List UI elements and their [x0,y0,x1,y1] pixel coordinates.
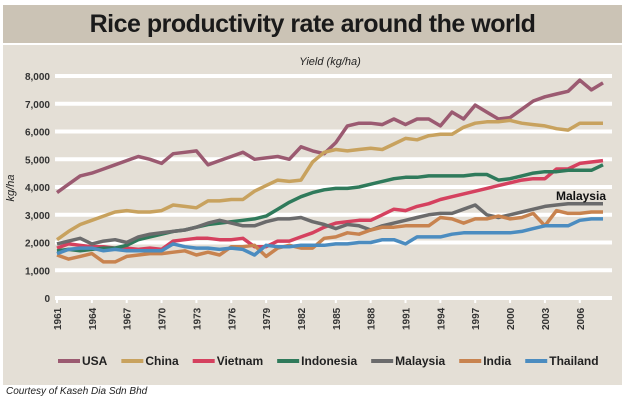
x-tick-label: 2000 [506,307,517,330]
x-tick-label: 1991 [402,307,413,330]
x-tick-label: 2003 [541,307,552,330]
y-tick-label: 0 [44,294,50,305]
title-band: Rice productivity rate around the world [3,5,622,43]
x-tick-label: 1967 [123,307,134,330]
x-tick-label: 1988 [367,307,378,330]
series-line-malaysia [56,201,603,246]
legend-label-malaysia: Malaysia [395,354,445,368]
chart-title: Rice productivity rate around the world [89,9,536,38]
x-tick-label: 1973 [192,307,203,330]
legend-label-usa: USA [82,354,108,368]
legend-label-indonesia: Indonesia [301,354,357,368]
y-axis-label: kg/ha [5,175,17,202]
malaysia-annotation: Malaysia [556,189,606,203]
y-tick-label: 6,000 [25,128,50,139]
y-tick-label: 8,000 [25,72,50,83]
y-tick-label: 3,000 [25,211,50,222]
y-tick-label: 1,000 [25,266,50,277]
chart-subtitle: Yield (kg/ha) [299,56,361,68]
x-tick-label: 2006 [576,307,587,330]
y-tick-label: 2,000 [25,239,50,250]
footer-credit: Courtesy of Kaseh Dia Sdn Bhd [6,386,148,397]
series-line-thailand [56,217,603,257]
x-tick-label: 1970 [158,307,169,330]
series-line-indonesia [56,163,604,253]
x-tick-label: 1961 [53,307,64,330]
y-tick-label: 5,000 [25,155,50,166]
x-tick-label: 1979 [262,307,273,330]
legend-label-india: India [483,354,511,368]
x-tick-label: 1976 [227,307,238,330]
x-tick-label: 1997 [471,307,482,330]
series-line-india [56,208,603,264]
x-tick-label: 1982 [297,307,308,330]
series-line-china [55,118,603,242]
y-tick-label: 4,000 [25,183,50,194]
series-line-usa [55,78,604,195]
x-tick-label: 1964 [88,307,99,330]
legend-label-china: China [145,354,179,368]
x-tick-label: 1985 [332,307,343,330]
legend-label-thailand: Thailand [549,354,598,368]
legend-label-vietnam: Vietnam [217,354,263,368]
y-tick-label: 7,000 [25,100,50,111]
x-tick-label: 1994 [436,307,447,330]
